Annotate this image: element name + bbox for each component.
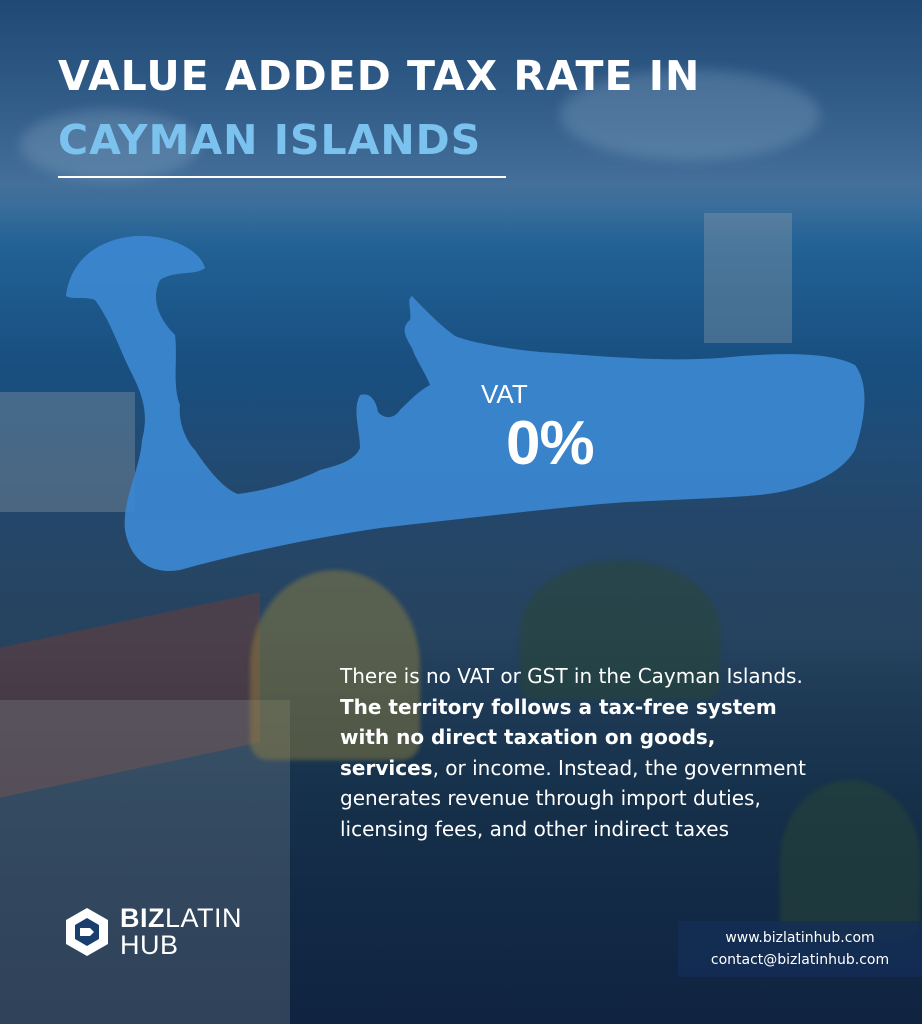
vat-rate-value: 0% bbox=[506, 409, 595, 478]
background-tree bbox=[250, 570, 420, 760]
description-text-2: , or income. Instead, the government gen… bbox=[340, 755, 806, 841]
email-link[interactable]: contact@bizlatinhub.com bbox=[710, 952, 890, 968]
contact-box: www.bizlatinhub.com contact@bizlatinhub.… bbox=[678, 921, 922, 977]
bizlatin-hub-logo-icon bbox=[66, 908, 108, 956]
background-tower bbox=[704, 213, 792, 343]
title-underline bbox=[58, 176, 506, 178]
background-cloud bbox=[560, 70, 820, 160]
description-text-1: There is no VAT or GST in the Cayman Isl… bbox=[340, 664, 803, 688]
brand-name-bold: BIZ bbox=[120, 903, 165, 933]
vat-label: VAT bbox=[481, 379, 528, 409]
background-cloud bbox=[20, 110, 200, 180]
background-apartment bbox=[0, 700, 290, 1024]
brand-wordmark: BIZLATIN HUB bbox=[120, 905, 242, 959]
description-text-bold: The territory follows a tax-free system … bbox=[340, 694, 777, 780]
island-shape bbox=[66, 235, 865, 571]
background-palm bbox=[780, 780, 920, 940]
title-line-1: VALUE ADDED TAX RATE IN bbox=[58, 52, 701, 100]
brand-name-regular: LATIN bbox=[165, 903, 243, 933]
background-hotel bbox=[0, 392, 135, 512]
page-title: VALUE ADDED TAX RATE IN CAYMAN ISLANDS bbox=[58, 44, 700, 172]
brand-logo: BIZLATIN HUB bbox=[64, 905, 242, 959]
description-paragraph: There is no VAT or GST in the Cayman Isl… bbox=[340, 661, 810, 844]
title-line-2: CAYMAN ISLANDS bbox=[58, 116, 482, 164]
brand-name-line2: HUB bbox=[120, 930, 179, 960]
website-link[interactable]: www.bizlatinhub.com bbox=[725, 930, 875, 946]
background-palm bbox=[520, 560, 720, 700]
